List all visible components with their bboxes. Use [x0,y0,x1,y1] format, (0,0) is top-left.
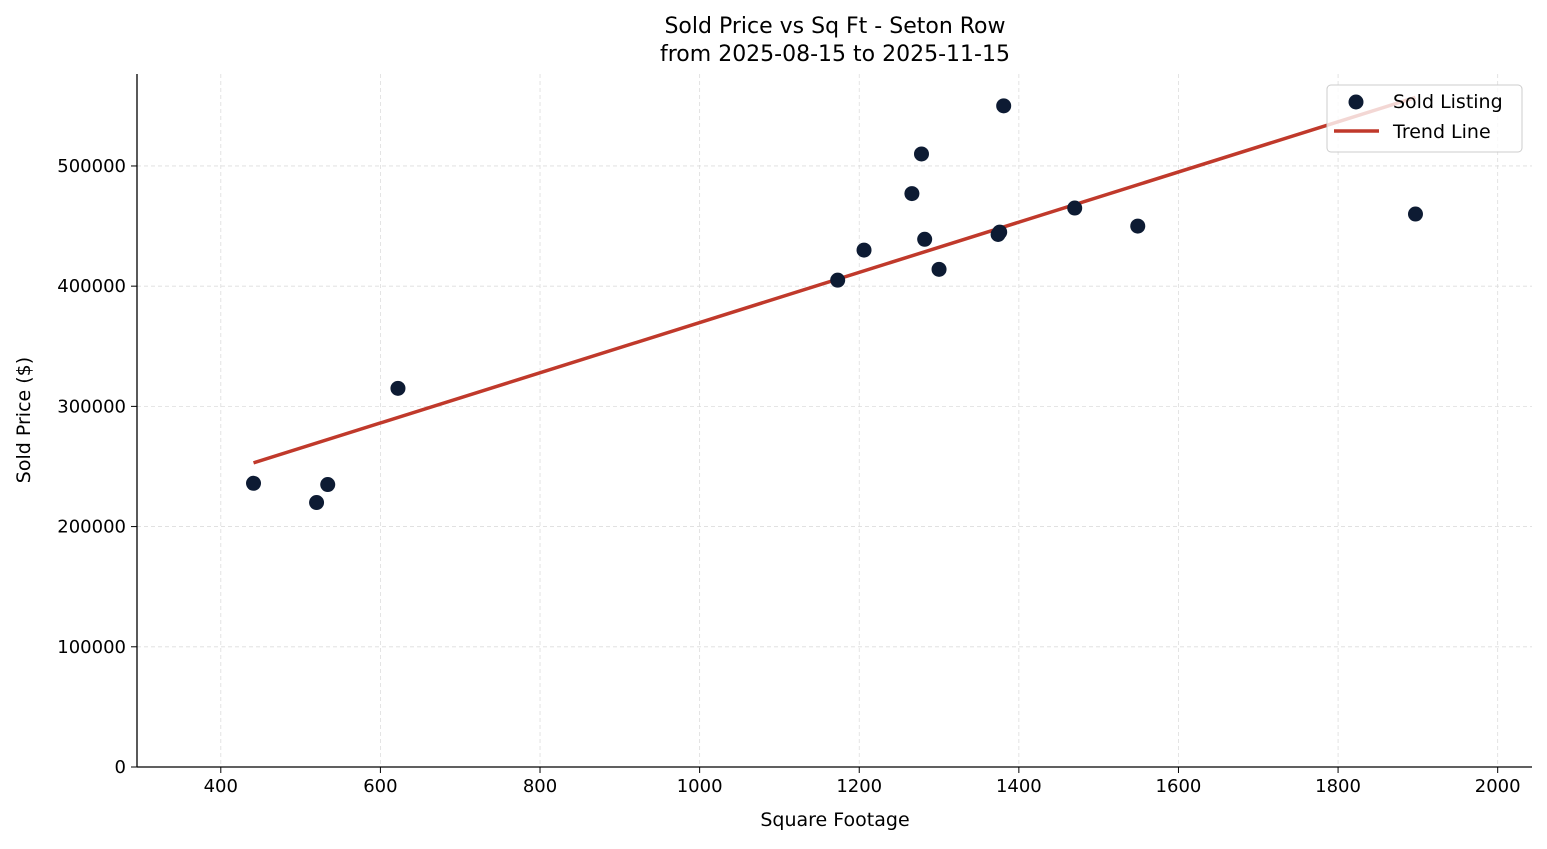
data-point [246,475,262,491]
data-point [917,231,933,247]
x-tick-label: 1800 [1315,776,1361,797]
legend-box [1326,84,1523,153]
data-point [856,242,872,258]
data-point [1067,200,1083,216]
x-tick-label: 1000 [677,776,723,797]
x-tick-label: 1200 [836,776,882,797]
x-tick-label: 1600 [1156,776,1202,797]
data-point [996,98,1012,114]
x-tick-label: 1400 [996,776,1042,797]
data-point [1130,218,1146,234]
data-point [904,186,920,202]
y-tick-label: 0 [115,757,126,778]
data-point [830,272,846,288]
data-point [309,495,325,511]
x-tick-label: 600 [363,776,397,797]
data-point [931,261,947,277]
points-layer [246,98,1423,511]
x-tick-label: 800 [523,776,557,797]
legend-label-trend-line: Trend Line [1392,121,1491,143]
grid [137,74,1532,768]
axes [136,74,1532,768]
y-tick-label: 200000 [57,517,126,538]
legend-marker-sold-listing [1348,94,1364,110]
y-tick-label: 100000 [57,637,126,658]
y-tick-label: 400000 [57,276,126,297]
x-axis-label: Square Footage [760,809,909,831]
data-point [1407,206,1423,222]
data-point [992,224,1008,240]
chart-subtitle: from 2025-08-15 to 2025-11-15 [660,42,1010,67]
y-axis-label: Sold Price ($) [13,357,35,483]
legend-label-sold-listing: Sold Listing [1393,91,1503,113]
chart-title: Sold Price vs Sq Ft - Seton Row [664,14,1005,39]
y-tick-label: 500000 [57,156,126,177]
ticks: 400 600 800 1000 1200 1400 1600 1800 2000 0 100000… [57,156,1520,797]
legend: Sold Listing Trend Line [1326,84,1523,153]
data-point [913,146,929,162]
data-point [390,380,406,396]
x-tick-label: 400 [204,776,238,797]
x-tick-label: 2000 [1475,776,1521,797]
data-point [320,477,336,493]
y-tick-label: 300000 [57,396,126,417]
